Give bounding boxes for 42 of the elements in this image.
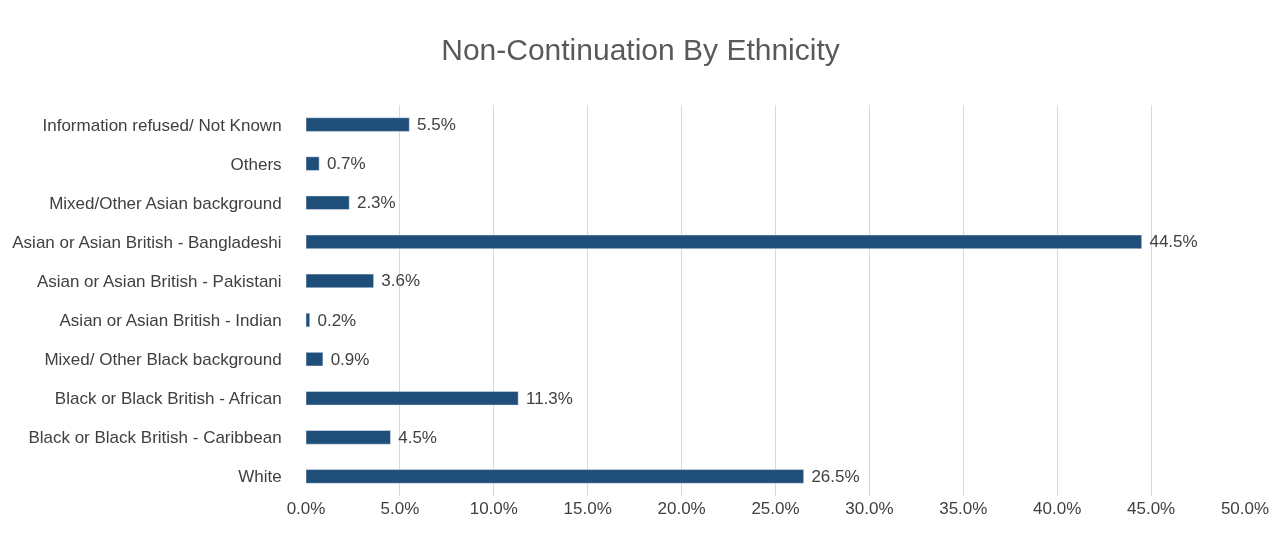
data-label: 0.7% [322,154,366,174]
x-tick-label: 10.0% [469,499,518,518]
data-label: 4.5% [393,427,437,447]
y-tick-label: Black or Black British - Caribbean [28,428,282,448]
x-tick-label: 45.0% [1127,499,1176,518]
x-tick-label: 25.0% [751,499,800,518]
data-label: 26.5% [806,466,860,486]
bar [306,273,374,289]
bar [306,117,410,132]
x-tick-label: 5.0% [380,499,420,518]
bar [306,312,311,328]
y-tick-label: Mixed/ Other Black background [44,350,282,370]
data-label: 0.9% [325,349,370,369]
x-tick-label: 50.0% [1220,499,1270,518]
bar [306,430,391,445]
x-tick-label: 0.0% [286,499,326,518]
data-label: 11.3% [521,388,573,408]
data-label: 44.5% [1144,232,1198,252]
x-tick-label: 30.0% [845,499,894,518]
y-tick-label: Asian or Asian British - Indian [59,311,282,330]
data-label: 2.3% [352,193,396,213]
data-label: 3.6% [376,271,421,291]
chart-title: Non-Continuation By Ethnicity [441,32,840,66]
y-tick-label: Asian or Asian British - Pakistani [36,271,282,291]
x-tick-label: 15.0% [563,499,612,518]
x-tick-label: 20.0% [657,499,706,518]
y-tick-label: Information refused/ Not Known [42,115,282,135]
x-tick-label: 40.0% [1033,499,1082,518]
y-tick-label: Asian or Asian British - Bangladeshi [12,232,282,252]
bar [306,234,1142,249]
y-tick-label: Others [230,154,282,174]
y-tick-label: Black or Black British - African [54,389,282,409]
bar [306,469,804,484]
bar [306,195,350,210]
bar [306,156,320,171]
y-tick-label: White [238,467,282,487]
data-label: 5.5% [412,115,456,135]
bar [306,391,519,406]
data-label: 0.2% [312,310,357,330]
y-tick-label: Mixed/Other Asian background [49,193,282,213]
x-tick-label: 35.0% [939,499,988,518]
bar [306,352,324,367]
